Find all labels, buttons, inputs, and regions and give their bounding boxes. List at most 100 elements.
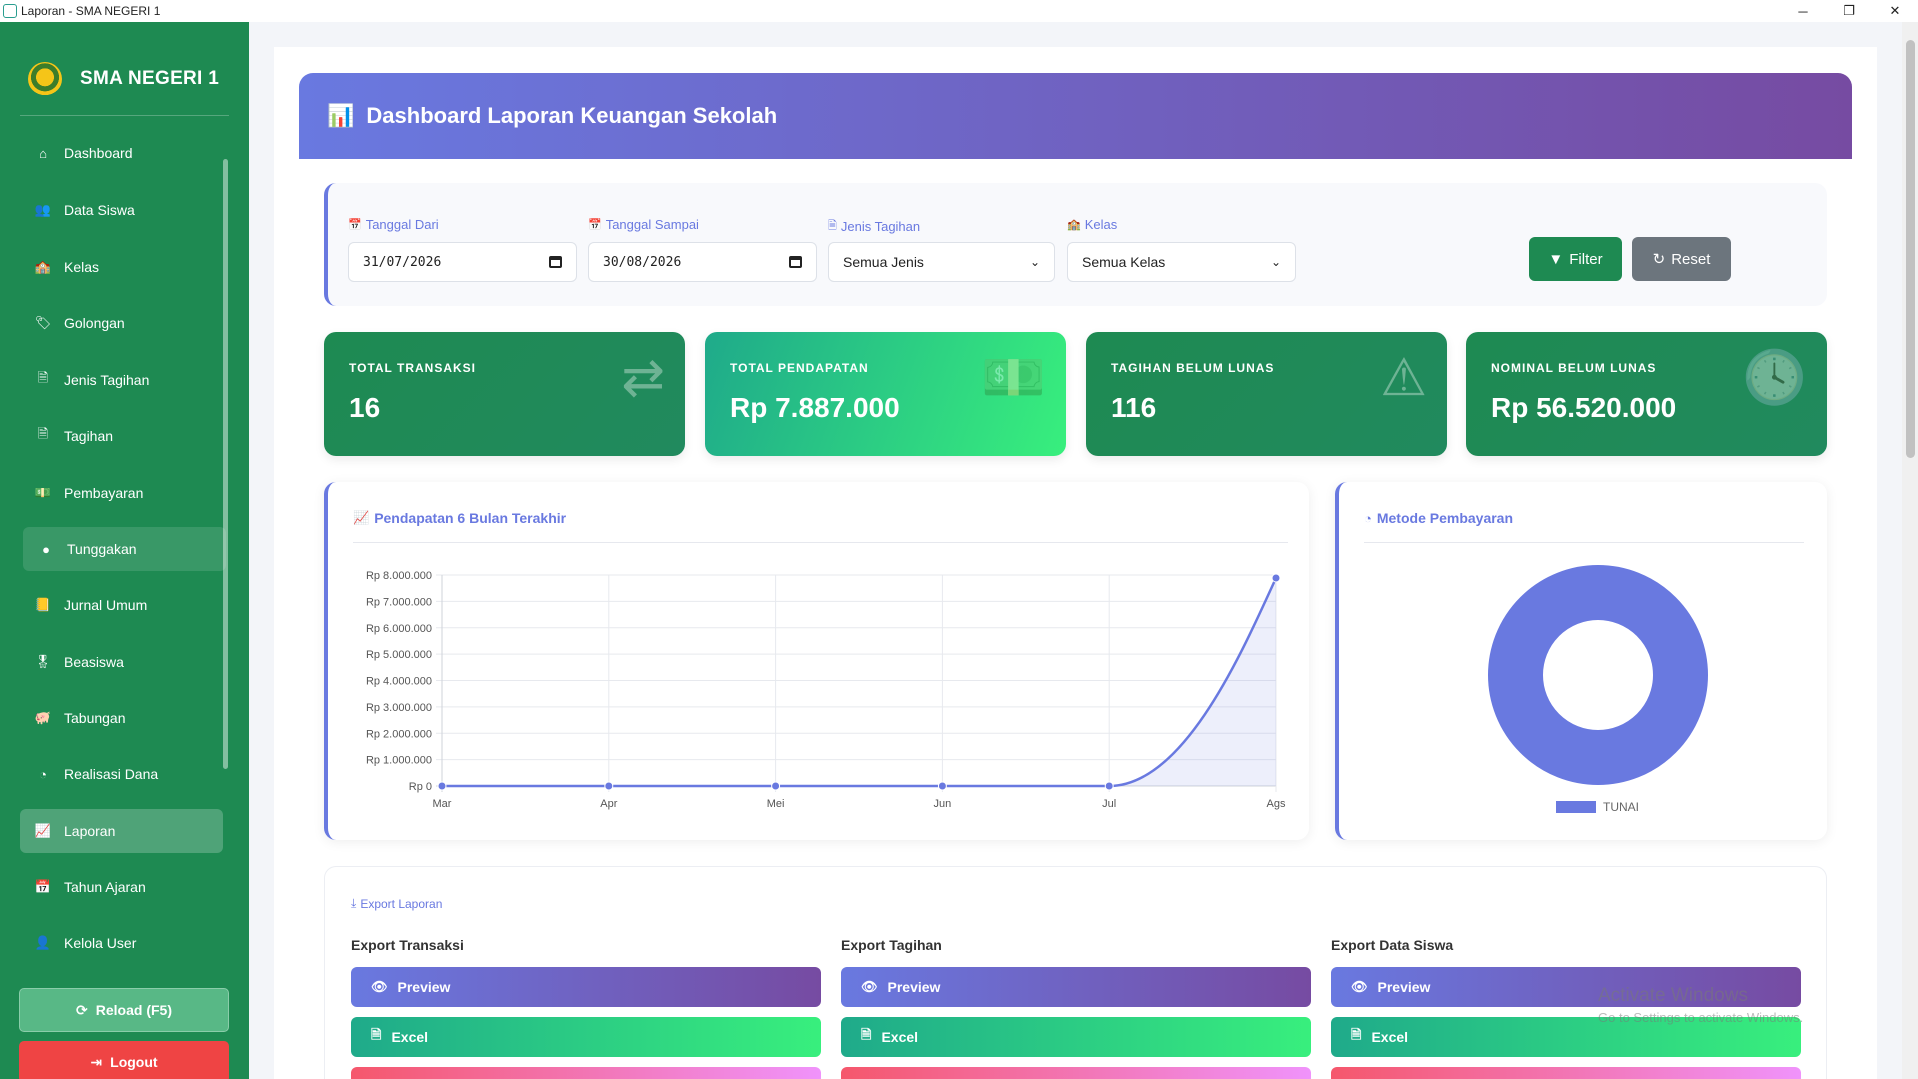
close-button[interactable]: ✕ — [1889, 3, 1901, 18]
pie-chart-icon: ◔ — [1364, 510, 1372, 526]
y-tick-label: Rp 0 — [409, 781, 432, 793]
export-siswa-pdf-button[interactable] — [1331, 1067, 1801, 1079]
sidebar-item-jenis-tagihan[interactable]: 🗎 Jenis Tagihan — [20, 358, 223, 402]
kelas-select[interactable]: Semua Kelas ⌄ — [1067, 242, 1296, 282]
filter-button[interactable]: ▼ Filter — [1529, 237, 1622, 281]
download-icon: ⤓ — [351, 896, 357, 910]
file-icon: 🗎 — [828, 220, 837, 232]
export-tagihan-excel-button[interactable]: 🗎 Excel — [841, 1017, 1311, 1057]
undo-icon: ↻ — [1652, 251, 1666, 268]
reset-button[interactable]: ↻ Reset — [1632, 237, 1731, 281]
date-to-input[interactable]: 30/08/2026 — [588, 242, 817, 282]
calendar-picker-icon[interactable] — [549, 256, 562, 268]
stat-label: NOMINAL BELUM LUNAS — [1491, 361, 1657, 375]
export-column-title: Export Transaksi — [351, 937, 464, 953]
export-column-title: Export Data Siswa — [1331, 937, 1454, 953]
sidebar-item-golongan[interactable]: 🏷 Golongan — [20, 301, 223, 345]
file-excel-icon: 🗎 — [371, 1027, 382, 1042]
export-title: ⤓ Export Laporan — [351, 896, 443, 911]
series-area — [442, 577, 1276, 786]
date-from-label: 📅 Tanggal Dari — [348, 217, 439, 232]
calendar-picker-icon[interactable] — [789, 256, 802, 268]
sidebar-item-realisasi-dana[interactable]: ◔ Realisasi Dana — [20, 752, 223, 796]
sidebar-item-jurnal-umum[interactable]: 📒 Jurnal Umum — [20, 583, 223, 627]
kelas-value: Semua Kelas — [1082, 254, 1166, 270]
sidebar-item-kelola-user[interactable]: 👤 Kelola User — [20, 921, 223, 965]
legend-label: TUNAI — [1603, 800, 1639, 814]
export-card: ⤓ Export Laporan Export Transaksi 👁 Previ… — [324, 866, 1827, 1079]
export-siswa-preview-button[interactable]: 👁 Preview — [1331, 967, 1801, 1007]
page-scrollbar[interactable] — [1902, 22, 1918, 1079]
activate-windows-watermark: Activate Windows — [1598, 985, 1748, 1006]
calendar-icon: 📅 — [348, 219, 362, 231]
eye-icon: 👁 — [371, 979, 388, 994]
user-gear-icon: 👤 — [34, 935, 52, 950]
piggy-bank-icon: 🐖 — [34, 710, 52, 725]
sidebar-item-tabungan[interactable]: 🐖 Tabungan — [20, 696, 223, 740]
stat-card-nominal-belum-lunas: NOMINAL BELUM LUNAS Rp 56.520.000 🕓 — [1466, 332, 1827, 456]
reload-button[interactable]: ⟳ Reload (F5) — [19, 988, 229, 1032]
brand-name: SMA NEGERI 1 — [80, 68, 220, 89]
chevron-down-icon: ⌄ — [1270, 255, 1281, 269]
warning-icon: ⚠ — [1380, 349, 1427, 407]
y-tick-label: Rp 5.000.000 — [366, 649, 432, 661]
date-from-input[interactable]: 31/07/2026 — [348, 242, 577, 282]
sidebar-item-label: Tagihan — [64, 428, 114, 444]
export-column-title: Export Tagihan — [841, 937, 942, 953]
sidebar-item-label: Jenis Tagihan — [64, 372, 150, 388]
page-scrollbar-thumb[interactable] — [1906, 40, 1915, 458]
x-tick-label: Mei — [767, 798, 785, 810]
funnel-icon: ▼ — [1548, 250, 1564, 268]
sidebar-item-beasiswa[interactable]: 🎖 Beasiswa — [20, 640, 223, 684]
sidebar-item-kelas[interactable]: 🏫 Kelas — [20, 245, 223, 289]
window-titlebar: Laporan - SMA NEGERI 1 ─ ❐ ✕ — [0, 0, 1918, 22]
sidebar-item-laporan[interactable]: 📈 Laporan — [20, 809, 223, 853]
x-tick-label: Ags — [1267, 798, 1286, 810]
export-tagihan-pdf-button[interactable] — [841, 1067, 1311, 1079]
minimize-button[interactable]: ─ — [1798, 3, 1808, 19]
data-point — [1104, 781, 1114, 791]
export-siswa-excel-button[interactable]: 🗎 Excel — [1331, 1017, 1801, 1057]
chart-line-icon: 📊 — [327, 103, 355, 128]
chart-divider — [353, 542, 1288, 543]
file-icon: 🗎 — [37, 370, 49, 385]
export-tagihan-preview-button[interactable]: 👁 Preview — [841, 967, 1311, 1007]
sidebar: SMA NEGERI 1 ⌂ Dashboard 👥 Data Siswa 🏫 Kelas… — [0, 22, 249, 1079]
sidebar-item-tagihan[interactable]: 🗎 Tagihan — [20, 414, 223, 458]
users-icon: 👥 — [34, 202, 52, 217]
exchange-icon: ⇄ — [621, 349, 665, 407]
x-tick-label: Jul — [1102, 798, 1116, 810]
payment-method-donut-chart: TUNAI — [1488, 565, 1708, 814]
calendar-icon: 📅 — [588, 219, 602, 231]
data-point — [937, 781, 947, 791]
y-tick-label: Rp 2.000.000 — [366, 728, 432, 740]
sidebar-item-label: Dashboard — [64, 145, 133, 161]
maximize-button[interactable]: ❐ — [1843, 3, 1855, 18]
calendar-icon: 📅 — [34, 879, 52, 894]
sidebar-item-pembayaran[interactable]: 💵 Pembayaran — [20, 471, 223, 515]
eye-icon: 👁 — [1351, 979, 1368, 994]
page-title: Dashboard Laporan Keuangan Sekolah — [366, 103, 778, 128]
sidebar-item-data-siswa[interactable]: 👥 Data Siswa — [20, 188, 223, 232]
export-transaksi-preview-button[interactable]: 👁 Preview — [351, 967, 821, 1007]
logout-button[interactable]: ⇥ Logout — [19, 1041, 229, 1079]
sidebar-item-dashboard[interactable]: ⌂ Dashboard — [20, 131, 223, 175]
kelas-label: 🏫 Kelas — [1067, 217, 1118, 232]
sidebar-item-tahun-ajaran[interactable]: 📅 Tahun Ajaran — [20, 865, 223, 909]
sidebar-item-label: Data Siswa — [64, 202, 135, 218]
payment-method-chart-card: ◔ Metode Pembayaran TUNAI — [1335, 482, 1827, 840]
sidebar-item-label: Beasiswa — [64, 654, 124, 670]
data-point — [437, 781, 447, 791]
cash-icon: 💵 — [981, 349, 1046, 407]
chart-line-icon: 📈 — [353, 510, 370, 525]
brand-divider — [20, 115, 229, 116]
stat-value: 16 — [349, 392, 381, 423]
sidebar-item-tunggakan[interactable]: ● Tunggakan — [23, 527, 226, 571]
series-line — [442, 577, 1278, 788]
export-transaksi-pdf-button[interactable] — [351, 1067, 821, 1079]
export-transaksi-excel-button[interactable]: 🗎 Excel — [351, 1017, 821, 1057]
chart-line-icon: 📈 — [34, 823, 52, 838]
sidebar-scrollbar[interactable] — [223, 159, 228, 769]
jenis-tagihan-select[interactable]: Semua Jenis ⌄ — [828, 242, 1055, 282]
brand[interactable]: SMA NEGERI 1 — [28, 62, 219, 96]
